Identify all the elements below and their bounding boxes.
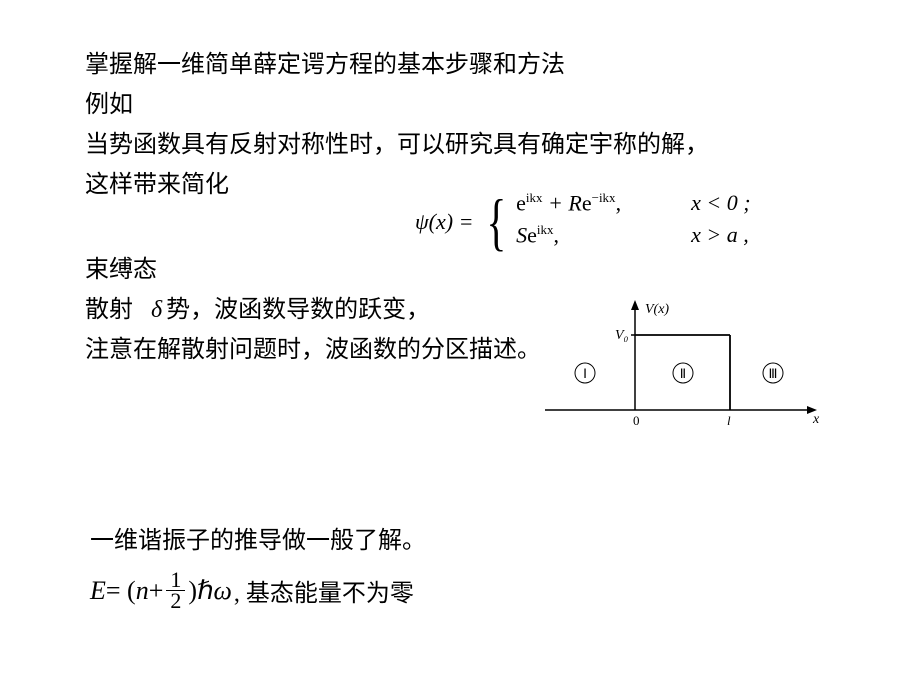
cond1: x < 0 ; [691,190,750,216]
S: S [516,222,527,247]
l-label: l [727,413,731,428]
region-1: Ⅰ [583,366,587,381]
cond2: x > a , [691,222,749,248]
eq-open: = ( [106,576,136,606]
e1: e [516,190,526,215]
delta-symbol: δ [151,290,162,330]
e2: e [582,190,592,215]
line-3: 当势函数具有反射对称性时，可以研究具有确定宇称的解， [85,125,845,165]
sup1: ikx [526,190,543,205]
E-var: E [90,576,106,606]
plus: + [149,576,164,606]
case-1: eikx + Re−ikx, x < 0 ; [516,190,750,222]
scatter-rest: 势，波函数导数的跃变， [166,290,430,330]
omega: ω [214,576,232,606]
close-paren: ) [188,576,197,606]
piecewise-equation: ψ(x) = { eikx + Re−ikx, x < 0 ; Seikx, x… [415,190,751,254]
psi-lhs: ψ(x) = [415,209,473,235]
line-2: 例如 [85,85,845,125]
brace-icon: { [487,192,507,252]
case-2: Seikx, x > a , [516,222,750,254]
v-axis-label: V(x) [645,302,669,317]
e3: e [527,222,537,247]
harmonic-intro: 一维谐振子的推导做一般了解。 [90,520,426,555]
x-axis-label: x [812,412,820,427]
hbar: ℏ [197,576,213,606]
region-2: Ⅱ [680,366,686,381]
region-3: Ⅲ [769,366,778,381]
sup2: −ikx [592,190,616,205]
c2: , [554,222,560,247]
sup3: ikx [537,222,554,237]
ground-state-note: , 基态能量不为零 [234,573,414,608]
line-5: 束缚态 [85,250,845,290]
plusR: + R [543,190,582,215]
origin-label: 0 [633,413,640,428]
one-half: 1 2 [166,570,185,611]
c1: , [616,190,622,215]
line-1: 掌握解一维简单薛定谔方程的基本步骤和方法 [85,45,845,85]
v0-label: V₀ [615,328,629,343]
harmonic-energy-equation: E = ( n + 1 2 ) ℏ ω , 基态能量不为零 [90,570,414,611]
scatter-label: 散射 [85,290,133,330]
potential-barrier-diagram: V(x) x V₀ 0 l Ⅰ Ⅱ Ⅲ [525,295,825,435]
frac-den: 2 [166,591,185,611]
n-var: n [136,576,149,606]
